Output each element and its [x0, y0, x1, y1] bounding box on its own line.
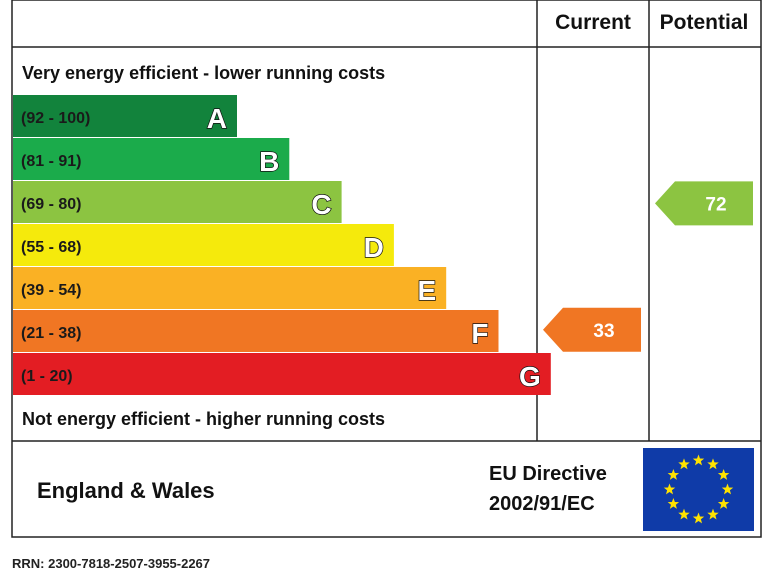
- epc-chart: Current Potential Very energy efficient …: [11, 0, 762, 538]
- potential-arrow-shape: [655, 181, 753, 226]
- eu-flag-star: [667, 469, 680, 480]
- band-range-g: (1 - 20): [21, 368, 73, 385]
- band-a: (92 - 100) A: [13, 95, 237, 137]
- band-letter-g: G: [519, 361, 541, 392]
- band-range-e: (39 - 54): [21, 282, 81, 299]
- region-label: England & Wales: [37, 478, 215, 503]
- band-letter-a: A: [207, 103, 227, 134]
- band-letter-e: E: [418, 275, 437, 306]
- eu-directive-number: 2002/91/EC: [489, 493, 595, 515]
- current-rating-value: 33: [593, 321, 614, 342]
- eu-flag-star: [692, 454, 705, 466]
- eu-flag-star: [717, 469, 730, 480]
- current-arrow-shape: [543, 307, 641, 352]
- current-column-header: Current: [555, 11, 631, 34]
- bottom-caption: Not energy efficient - higher running co…: [22, 409, 385, 429]
- eu-flag-star: [678, 458, 690, 470]
- band-range-f: (21 - 38): [21, 325, 81, 342]
- eu-directive-label: EU Directive: [489, 463, 607, 485]
- band-d: (55 - 68) D: [13, 224, 394, 266]
- band-bar-b: [13, 138, 290, 180]
- top-caption: Very energy efficient - lower running co…: [22, 63, 385, 83]
- potential-column-header: Potential: [660, 11, 749, 34]
- eu-flag-star: [721, 483, 734, 495]
- rrn-number: RRN: 2300-7818-2507-3955-2267: [12, 556, 211, 571]
- band-e: (39 - 54) E: [13, 267, 447, 309]
- band-letter-c: C: [311, 189, 331, 220]
- chart-frame: [11, 0, 762, 538]
- band-range-d: (55 - 68): [21, 239, 81, 256]
- eu-flag-star: [707, 458, 719, 470]
- band-b: (81 - 91) B: [13, 138, 290, 180]
- eu-flag-star: [667, 498, 680, 509]
- eu-flag-star: [692, 512, 705, 524]
- eu-flag-star: [707, 508, 719, 520]
- band-bar-e: [13, 267, 447, 309]
- rating-arrows: 33 72: [543, 181, 753, 352]
- band-bar-f: [13, 310, 499, 352]
- band-bar-g: [13, 353, 551, 395]
- band-letter-b: B: [259, 146, 279, 177]
- rating-bands: (92 - 100) A (81 - 91) B (69 - 80) C (55 - 68)…: [13, 95, 551, 395]
- potential-rating-arrow: 72: [655, 181, 753, 226]
- band-bar-c: [13, 181, 342, 223]
- eu-flag-star: [717, 498, 730, 509]
- eu-flag-star: [663, 483, 676, 495]
- band-range-b: (81 - 91): [21, 153, 81, 170]
- band-bar-a: [13, 95, 237, 137]
- band-c: (69 - 80) C: [13, 181, 342, 223]
- band-g: (1 - 20) G: [13, 353, 551, 395]
- band-letter-d: D: [364, 232, 384, 263]
- eu-flag-icon: [643, 448, 754, 531]
- eu-flag-star: [678, 508, 690, 520]
- band-f: (21 - 38) F: [13, 310, 499, 352]
- band-bar-d: [13, 224, 394, 266]
- potential-rating-value: 72: [705, 194, 726, 215]
- band-letter-f: F: [471, 318, 488, 349]
- band-range-a: (92 - 100): [21, 110, 90, 127]
- band-range-c: (69 - 80): [21, 196, 81, 213]
- current-rating-arrow: 33: [543, 307, 641, 352]
